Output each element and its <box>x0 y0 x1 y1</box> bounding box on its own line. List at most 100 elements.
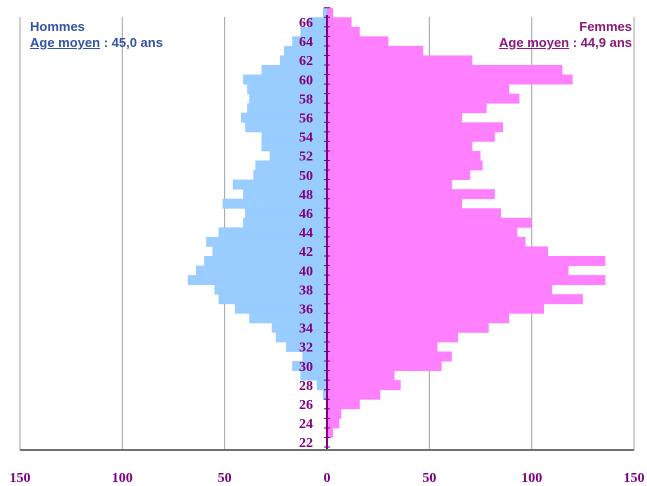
bar-women <box>327 122 503 132</box>
series-women-bars <box>327 8 605 438</box>
bar-men <box>235 304 327 314</box>
x-tick-label: 150 <box>624 471 645 486</box>
bar-women <box>327 180 452 190</box>
bar-men <box>253 170 327 180</box>
age-tick-label: 32 <box>299 341 313 356</box>
bar-women <box>327 342 438 352</box>
age-tick-label: 46 <box>299 207 313 222</box>
bar-women <box>327 141 472 151</box>
bar-women <box>327 380 401 390</box>
age-tick-label: 24 <box>299 417 313 432</box>
bar-women <box>327 208 501 218</box>
bar-women <box>327 275 605 285</box>
age-tick-label: 42 <box>299 245 313 260</box>
bar-women <box>327 409 341 419</box>
bar-women <box>327 84 509 94</box>
bar-men <box>241 113 327 123</box>
bar-women <box>327 151 481 161</box>
bar-women <box>327 113 462 123</box>
x-tick-label: 0 <box>324 471 331 486</box>
age-tick-label: 28 <box>299 379 313 394</box>
legend-men: Hommes Age moyen : 45,0 ans <box>30 19 163 51</box>
x-tick-label: 50 <box>218 471 232 486</box>
bar-women <box>327 371 395 381</box>
bar-men <box>243 218 327 228</box>
bar-women <box>327 361 442 371</box>
bar-women <box>327 27 360 37</box>
bar-women <box>327 199 462 209</box>
bar-men <box>261 132 327 142</box>
bar-men <box>243 75 327 85</box>
bar-women <box>327 36 388 46</box>
bar-men <box>249 94 327 104</box>
bar-men <box>243 189 327 199</box>
bar-women <box>327 94 519 104</box>
x-tick-label: 50 <box>422 471 436 486</box>
age-tick-label: 64 <box>299 35 313 50</box>
legend-men-mean-label: Age moyen <box>30 35 100 50</box>
age-tick-label: 34 <box>299 322 313 337</box>
bar-women <box>327 218 532 228</box>
age-tick-label: 56 <box>299 112 313 127</box>
legend-women-mean-label: Age moyen <box>499 35 569 50</box>
age-tick-label: 44 <box>299 226 313 241</box>
bar-women <box>327 294 583 304</box>
legend-women-mean-age: Age moyen : 44,9 ans <box>499 35 632 51</box>
bar-women <box>327 256 605 266</box>
legend-women: Femmes Age moyen : 44,9 ans <box>499 19 632 51</box>
bar-women <box>327 352 452 362</box>
bar-women <box>327 55 472 65</box>
bar-women <box>327 266 569 276</box>
age-tick-label: 50 <box>299 169 313 184</box>
bar-women <box>327 390 380 400</box>
bar-women <box>327 75 573 85</box>
age-tick-label: 54 <box>299 131 313 146</box>
bar-men <box>317 380 327 390</box>
bar-women <box>327 161 483 171</box>
bar-women <box>327 46 423 56</box>
bar-men <box>247 103 327 113</box>
bar-women <box>327 170 470 180</box>
age-tick-label: 52 <box>299 150 313 165</box>
bar-women <box>327 237 526 247</box>
age-tick-label: 36 <box>299 303 313 318</box>
bar-women <box>327 17 352 27</box>
bar-women <box>327 65 562 75</box>
age-tick-label: 40 <box>299 264 313 279</box>
legend-women-mean-value: : 44,9 ans <box>569 35 632 50</box>
x-tick-labels: 150 100 50 0 50 100 150 <box>9 471 644 486</box>
bar-men <box>261 141 327 151</box>
age-tick-label: 38 <box>299 283 313 298</box>
legend-women-title: Femmes <box>499 19 632 35</box>
bar-women <box>327 323 489 333</box>
legend-men-mean-value: : 45,0 ans <box>100 35 163 50</box>
bar-women <box>327 304 544 314</box>
age-tick-label: 60 <box>299 73 313 88</box>
legend-men-mean-age: Age moyen : 45,0 ans <box>30 35 163 51</box>
x-tick-label: 150 <box>9 471 30 486</box>
bar-women <box>327 313 509 323</box>
bar-men <box>245 122 327 132</box>
bar-men <box>245 208 327 218</box>
bar-men <box>247 84 327 94</box>
x-tick-label: 100 <box>521 471 542 486</box>
bar-women <box>327 103 487 113</box>
legend-men-title: Hommes <box>30 19 163 35</box>
age-tick-labels: 2224262830323436384042444648505254565860… <box>299 16 313 451</box>
bar-women <box>327 332 458 342</box>
bar-women <box>327 285 552 295</box>
bar-women <box>327 132 495 142</box>
age-tick-label: 66 <box>299 16 313 31</box>
age-tick-label: 58 <box>299 92 313 107</box>
age-tick-label: 26 <box>299 398 313 413</box>
bar-women <box>327 418 339 428</box>
age-tick-label: 22 <box>299 436 313 451</box>
x-tick-label: 100 <box>112 471 133 486</box>
age-tick-label: 48 <box>299 188 313 203</box>
bar-men <box>249 313 327 323</box>
bar-women <box>327 399 360 409</box>
bar-women <box>327 189 495 199</box>
bar-men <box>255 161 327 171</box>
bar-women <box>327 246 548 256</box>
